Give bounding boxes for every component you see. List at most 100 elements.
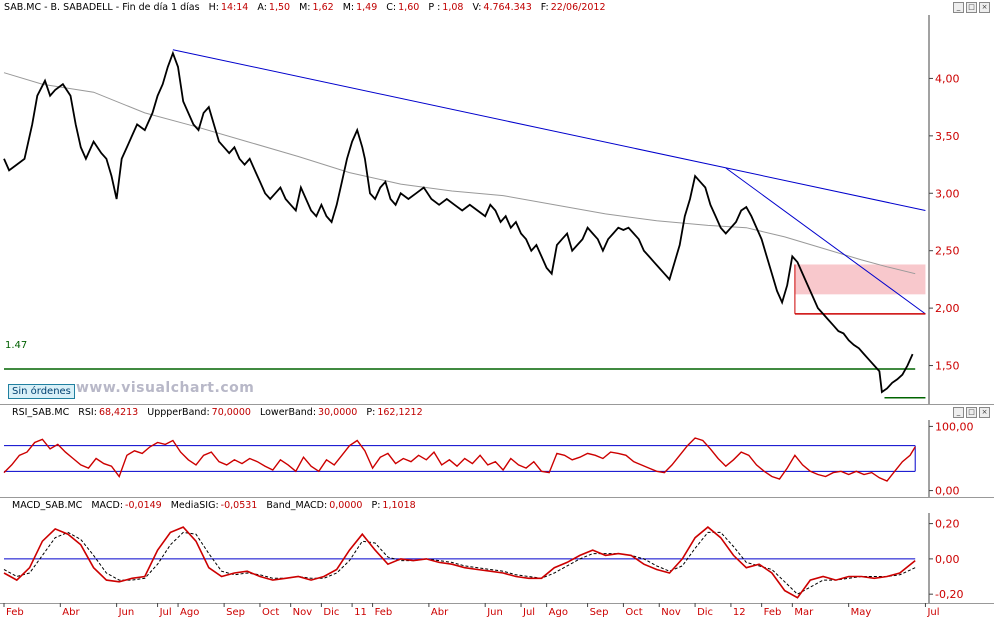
p-label: P : bbox=[428, 2, 441, 13]
macd-value: -0,0149 bbox=[125, 500, 162, 511]
rsi-p-label: P: bbox=[366, 407, 376, 418]
rsi-p-value: 162,1212 bbox=[377, 407, 423, 418]
rsi-tick-label: 0,00 bbox=[935, 485, 960, 497]
macd-tick-label: -0,20 bbox=[935, 588, 963, 601]
macd-sig-label: MediaSIG: bbox=[170, 500, 219, 511]
m-label: M: bbox=[299, 2, 311, 13]
x-tick-label: 12 bbox=[733, 607, 746, 618]
x-tick-label: Nov bbox=[661, 607, 681, 618]
x-tick-label: Abr bbox=[431, 607, 449, 618]
price-tick-label: 2,50 bbox=[935, 245, 960, 258]
panel-separator[interactable] bbox=[0, 497, 994, 498]
macd-tick-label: 0,20 bbox=[935, 518, 960, 531]
f-label: F: bbox=[540, 2, 549, 13]
macd-tick-label: 0,00 bbox=[935, 553, 960, 566]
price-tick-label: 1,50 bbox=[935, 360, 960, 373]
close-icon[interactable]: × bbox=[979, 2, 990, 13]
x-tick-label: 11 bbox=[354, 607, 367, 618]
watermark: www.visualchart.com bbox=[76, 380, 255, 396]
v-value: 4.764.343 bbox=[483, 2, 532, 13]
x-tick-label: Jul bbox=[159, 607, 172, 618]
x-axis: Feb Abr Jun Jul Ago Sep Oct Nov Dic 11 Feb Abr Jun Ju… bbox=[0, 603, 994, 618]
price-chart[interactable]: 4,00 3,50 3,00 2,50 2,00 1,50 bbox=[0, 15, 994, 404]
f-value: 22/06/2012 bbox=[550, 2, 606, 13]
c-label: C: bbox=[386, 2, 397, 13]
price-tick-label: 3,50 bbox=[935, 130, 960, 143]
macd-panel-header: MACD_SAB.MC MACD: -0,0149 MediaSIG: -0,053… bbox=[0, 498, 994, 513]
macd-chart[interactable]: 0,20 0,00 -0,20 bbox=[0, 513, 994, 603]
rsi-window-buttons: _ □ × bbox=[953, 407, 990, 418]
x-tick-label: Feb bbox=[375, 607, 393, 618]
x-tick-label: Nov bbox=[293, 607, 313, 618]
x-tick-label: May bbox=[851, 607, 872, 618]
a-value: 1,50 bbox=[268, 2, 291, 13]
rsi-upper-label: UppperBand: bbox=[147, 407, 210, 418]
price-panel-header: SAB.MC - B. SABADELL - Fin de día 1 días… bbox=[0, 0, 994, 15]
x-tick-label: Mar bbox=[794, 607, 814, 618]
close-icon[interactable]: × bbox=[979, 407, 990, 418]
rsi-upper-value: 70,0000 bbox=[211, 407, 251, 418]
rsi-value: 68,4213 bbox=[98, 407, 139, 418]
support-level-label: 1.47 bbox=[5, 340, 28, 351]
x-tick-label: Jun bbox=[486, 607, 503, 618]
v-label: V: bbox=[472, 2, 482, 13]
trend-line bbox=[172, 49, 926, 211]
resistance-zone bbox=[794, 264, 926, 295]
macd-band-label: Band_MACD: bbox=[266, 500, 328, 511]
x-tick-label: Dic bbox=[323, 607, 339, 618]
price-symbol: SAB.MC - B. SABADELL - Fin de día 1 días bbox=[4, 2, 200, 13]
macd-line bbox=[3, 526, 916, 599]
rsi-panel-header: RSI_SAB.MC RSI: 68,4213 UppperBand: 70,000… bbox=[0, 405, 994, 420]
price-window-buttons: _ □ × bbox=[953, 2, 990, 13]
price-line bbox=[3, 50, 914, 394]
price-tick-label: 2,00 bbox=[935, 302, 960, 315]
macd-band-value: 0,0000 bbox=[329, 500, 363, 511]
macd-panel: MACD_SAB.MC MACD: -0,0149 MediaSIG: -0,053… bbox=[0, 498, 994, 603]
minimize-icon[interactable]: _ bbox=[953, 2, 964, 13]
x-tick-label: Jul bbox=[926, 607, 939, 618]
macd-p-value: 1,1018 bbox=[382, 500, 416, 511]
mi-value: 1,49 bbox=[356, 2, 378, 13]
h-value: 14:14 bbox=[220, 2, 249, 13]
x-tick-label: Jul bbox=[522, 607, 535, 618]
rsi-lower-label: LowerBand: bbox=[259, 407, 317, 418]
price-tick-label: 4,00 bbox=[935, 72, 960, 85]
x-tick-label: Jun bbox=[118, 607, 135, 618]
minimize-icon[interactable]: _ bbox=[953, 407, 964, 418]
macd-sig-value: -0,0531 bbox=[220, 500, 258, 511]
rsi-chart[interactable]: 100,00 0,00 bbox=[0, 420, 994, 497]
rsi-lower-value: 30,0000 bbox=[318, 407, 358, 418]
trend-line bbox=[725, 167, 926, 315]
price-tick-label: 3,00 bbox=[935, 187, 960, 200]
mi-label: M: bbox=[342, 2, 355, 13]
maximize-icon[interactable]: □ bbox=[966, 2, 977, 13]
rsi-label: RSI: bbox=[78, 407, 97, 418]
x-tick-label: Feb bbox=[6, 607, 24, 618]
p-value: 1,08 bbox=[442, 2, 464, 13]
x-tick-label: Abr bbox=[62, 607, 80, 618]
rsi-name: RSI_SAB.MC bbox=[12, 407, 70, 418]
c-value: 1,60 bbox=[398, 2, 420, 13]
moving-average-line bbox=[3, 72, 916, 275]
x-tick-label: Oct bbox=[262, 607, 279, 618]
x-tick-label: Sep bbox=[590, 607, 609, 618]
orders-button[interactable]: Sin órdenes bbox=[8, 384, 75, 399]
x-tick-label: Ago bbox=[180, 607, 199, 618]
rsi-tick-label: 100,00 bbox=[935, 420, 974, 433]
macd-label: MACD: bbox=[91, 500, 124, 511]
x-tick-label: Dic bbox=[697, 607, 713, 618]
macd-name: MACD_SAB.MC bbox=[12, 500, 83, 511]
price-panel: SAB.MC - B. SABADELL - Fin de día 1 días… bbox=[0, 0, 994, 404]
x-tick-label: Oct bbox=[625, 607, 642, 618]
rsi-line bbox=[3, 437, 916, 482]
price-header-text: SAB.MC - B. SABADELL - Fin de día 1 días… bbox=[4, 0, 612, 15]
macd-header-text: MACD_SAB.MC MACD: -0,0149 MediaSIG: -0,053… bbox=[12, 498, 422, 513]
macd-p-label: P: bbox=[371, 500, 381, 511]
panel-separator[interactable] bbox=[0, 404, 994, 405]
m-value: 1,62 bbox=[312, 2, 334, 13]
rsi-header-text: RSI_SAB.MC RSI: 68,4213 UppperBand: 70,000… bbox=[12, 405, 429, 420]
rsi-panel: RSI_SAB.MC RSI: 68,4213 UppperBand: 70,000… bbox=[0, 405, 994, 497]
maximize-icon[interactable]: □ bbox=[966, 407, 977, 418]
macd-signal-line bbox=[3, 531, 916, 595]
x-tick-label: Feb bbox=[764, 607, 782, 618]
